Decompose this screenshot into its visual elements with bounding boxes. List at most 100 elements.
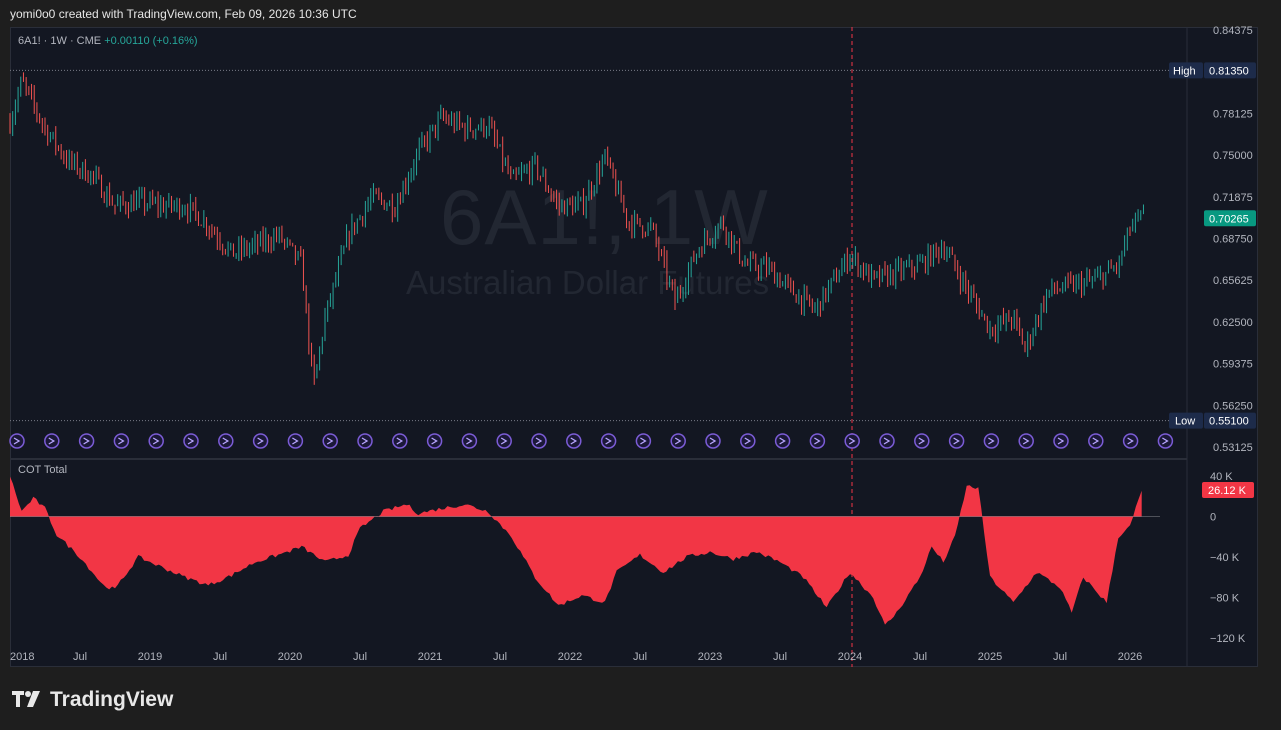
time-tick: 2021 <box>418 651 442 663</box>
event-arrow-icon <box>918 437 926 445</box>
event-icon <box>113 433 130 449</box>
event-arrow-icon <box>431 437 438 445</box>
cot-legend[interactable]: COT Total <box>18 464 68 476</box>
event-arrow-icon <box>779 437 786 445</box>
cot-tick: 0 <box>1210 512 1216 524</box>
time-axis: 2018 Jul 2019 Jul 2020 Jul 2021 Jul 2022 Jul 2023 J… <box>10 651 1142 663</box>
event-icon <box>983 433 1000 449</box>
event-icon <box>44 433 60 449</box>
price-tick: 0.59375 <box>1213 359 1253 371</box>
low-value: 0.55100 <box>1209 416 1249 428</box>
event-icon <box>1018 433 1034 449</box>
event-arrow-icon <box>1162 437 1169 445</box>
cot-axis: 40 K 0 −40 K −80 K −120 K <box>1210 471 1246 645</box>
time-tick: Jul <box>1053 651 1067 663</box>
event-arrow-icon <box>1022 437 1030 445</box>
symbol-legend-change: +0.00110 (+0.16%) <box>104 35 198 47</box>
price-tick: 0.62500 <box>1213 317 1253 329</box>
event-icon <box>287 433 304 449</box>
event-arrow-icon <box>570 437 578 445</box>
cot-last-value: 26.12 K <box>1208 485 1247 497</box>
event-arrow-icon <box>814 437 821 445</box>
event-icon <box>531 433 547 449</box>
event-arrow-icon <box>1127 437 1134 445</box>
low-value-badge <box>1204 412 1256 429</box>
time-tick: Jul <box>353 651 367 663</box>
event-arrow-icon <box>848 437 856 445</box>
time-tick: 2023 <box>698 651 722 663</box>
event-icon <box>809 433 826 449</box>
event-arrow-icon <box>640 437 647 445</box>
event-arrow-icon <box>674 437 682 445</box>
time-tick: 2025 <box>978 651 1002 663</box>
time-tick: 2019 <box>138 651 162 663</box>
cot-last-badge <box>1202 482 1254 499</box>
event-arrow-icon <box>500 437 508 445</box>
time-tick: Jul <box>493 651 507 663</box>
event-arrow-icon <box>152 437 160 445</box>
event-icon <box>600 433 617 449</box>
cot-tick: −80 K <box>1210 593 1240 605</box>
event-icon <box>774 433 791 449</box>
event-arrow-icon <box>13 437 21 445</box>
event-arrow-icon <box>605 437 612 445</box>
event-icon <box>1122 433 1139 449</box>
time-tick: Jul <box>773 651 787 663</box>
event-icon <box>218 433 234 449</box>
event-icon <box>670 433 686 449</box>
low-label: Low <box>1175 416 1195 428</box>
tradingview-logo[interactable]: TradingView <box>12 688 173 712</box>
time-tick: 2018 <box>10 651 34 663</box>
price-tick: 0.78125 <box>1213 108 1253 120</box>
event-icon <box>740 433 756 449</box>
price-tick: 0.84375 <box>1213 25 1253 37</box>
tradingview-icon <box>12 691 40 707</box>
event-icon <box>357 433 373 449</box>
symbol-legend-text: 6A1! · 1W · CME <box>18 35 102 47</box>
event-arrow-icon <box>1057 437 1065 445</box>
time-tick: Jul <box>213 651 227 663</box>
time-tick: 2026 <box>1118 651 1142 663</box>
event-icon <box>1053 433 1069 449</box>
last-price-badge <box>1204 210 1256 227</box>
time-tick: Jul <box>633 651 647 663</box>
low-label-badge <box>1169 412 1203 429</box>
time-tick: 2024 <box>838 651 862 663</box>
chart-attribution: yomi0o0 created with TradingView.com, Fe… <box>10 7 357 21</box>
event-arrow-icon <box>466 437 473 445</box>
event-arrow-icon <box>83 437 90 445</box>
high-label: High <box>1173 65 1196 77</box>
event-icon <box>705 433 721 449</box>
event-arrow-icon <box>292 437 299 445</box>
event-icon <box>1088 433 1104 449</box>
price-axis: 0.84375 0.78125 0.75000 0.71875 0.68750 0.656… <box>1213 25 1253 454</box>
event-icon <box>914 433 930 449</box>
price-tick: 0.68750 <box>1213 234 1253 246</box>
event-arrow-icon <box>326 437 334 445</box>
symbol-legend[interactable]: 6A1! · 1W · CME +0.00110 (+0.16%) <box>18 35 198 47</box>
event-icon <box>1157 433 1174 449</box>
high-value-badge <box>1204 62 1256 79</box>
cot-tick: −40 K <box>1210 552 1240 564</box>
event-arrow-icon <box>48 437 56 445</box>
event-arrow-icon <box>953 437 960 445</box>
event-icon <box>322 433 338 449</box>
events-group <box>9 433 1174 449</box>
event-icon <box>948 433 965 449</box>
price-tick: 0.71875 <box>1213 192 1253 204</box>
event-arrow-icon <box>361 437 369 445</box>
event-icon <box>566 433 582 449</box>
event-arrow-icon <box>118 437 125 445</box>
cot-area <box>10 476 1142 625</box>
cot-tick: 40 K <box>1210 471 1233 483</box>
price-tick: 0.53125 <box>1213 442 1253 454</box>
event-icon <box>392 433 408 449</box>
event-arrow-icon <box>535 437 543 445</box>
event-icon <box>426 433 443 449</box>
event-icon <box>252 433 269 449</box>
event-icon <box>844 433 860 449</box>
event-arrow-icon <box>396 437 404 445</box>
time-tick: 2020 <box>278 651 302 663</box>
cot-tick: −120 K <box>1210 633 1246 645</box>
